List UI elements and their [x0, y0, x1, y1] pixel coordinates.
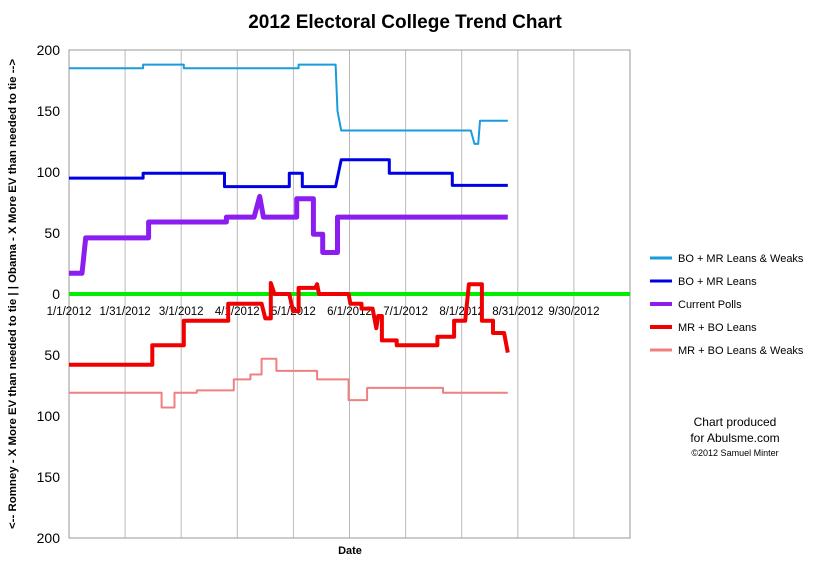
y-tick-label: 100 [37, 408, 61, 424]
series-line-3 [69, 281, 510, 367]
x-axis: 1/1/2012 1/31/2012 3/1/2012 4/1/2012 5/1/201… [47, 306, 600, 318]
y-tick-label: 200 [37, 42, 61, 58]
y-tick-label: 0 [52, 286, 60, 302]
y-axis: 200 150 100 50 0 50 100 150 200 [37, 42, 61, 546]
x-tick-label: 9/30/2012 [548, 306, 599, 318]
legend-label: BO + MR Leans [678, 276, 757, 288]
y-tick-label: 200 [37, 530, 61, 546]
y-tick-label: 150 [37, 469, 61, 485]
legend-label: MR + BO Leans [678, 322, 757, 334]
x-tick-label: 3/1/2012 [159, 306, 204, 318]
x-tick-label: 4/1/2012 [215, 306, 260, 318]
series-lines [69, 63, 630, 409]
legend-label: BO + MR Leans & Weaks [678, 253, 804, 265]
series-line-0 [69, 63, 508, 145]
x-tick-label: 1/1/2012 [47, 306, 92, 318]
y-tick-label: 150 [37, 103, 61, 119]
y-tick-label: 50 [44, 225, 60, 241]
x-tick-label: 8/1/2012 [439, 306, 484, 318]
x-axis-label: Date [338, 545, 362, 557]
legend: BO + MR Leans & Weaks BO + MR Leans Curren… [650, 253, 804, 357]
legend-label: Current Polls [678, 299, 742, 311]
credit-line-3: ©2012 Samuel Minter [691, 448, 778, 458]
x-tick-label: 8/31/2012 [492, 306, 543, 318]
credit-line-2: for Abulsme.com [690, 431, 779, 445]
chart-title: 2012 Electoral College Trend Chart [248, 12, 562, 33]
x-tick-label: 7/1/2012 [383, 306, 428, 318]
credit: Chart produced for Abulsme.com ©2012 Sam… [690, 415, 779, 458]
credit-line-1: Chart produced [694, 415, 777, 429]
y-axis-label: <-- Romney - X More EV than needed to ti… [7, 59, 19, 529]
series-line-2 [69, 193, 508, 276]
legend-label: MR + BO Leans & Weaks [678, 345, 804, 357]
y-tick-label: 50 [44, 347, 60, 363]
series-line-1 [69, 158, 508, 189]
series-line-4 [69, 357, 508, 409]
x-tick-label: 1/31/2012 [100, 306, 151, 318]
y-tick-label: 100 [37, 164, 61, 180]
